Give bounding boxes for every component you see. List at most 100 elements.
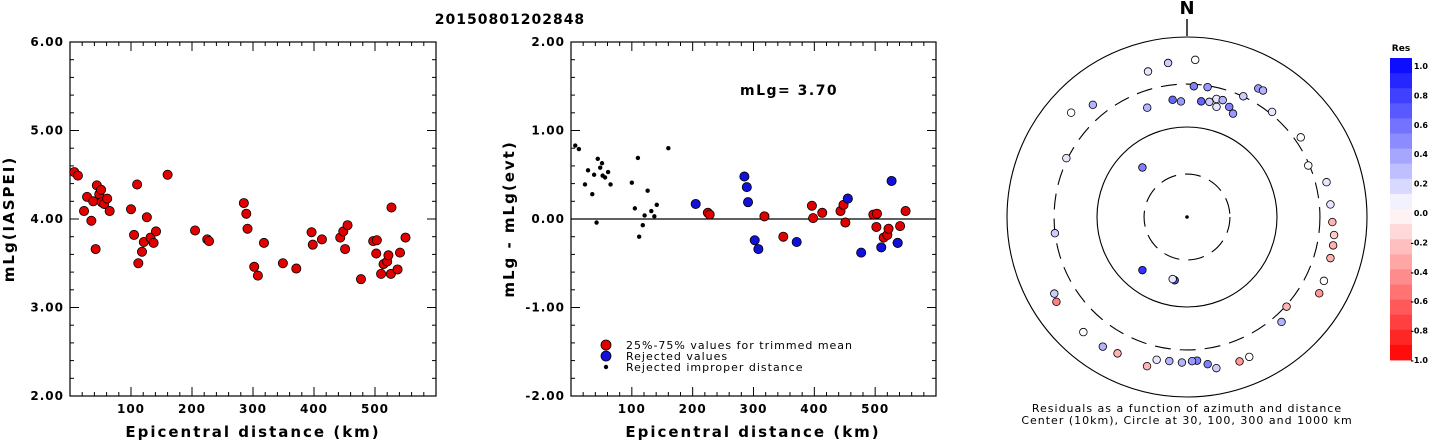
- station-point: [1165, 356, 1174, 366]
- colorbar-cell: [1390, 163, 1412, 180]
- colorbar-cell: [1390, 103, 1412, 119]
- magnitude-point: [79, 206, 90, 217]
- trimmed-mean-point: [871, 221, 882, 232]
- improper-distance-point: [605, 169, 611, 175]
- station-point: [1196, 97, 1206, 106]
- ring-1000km: [1006, 36, 1368, 398]
- station-point: [1168, 274, 1177, 284]
- station-point: [1187, 356, 1197, 366]
- magnitude-point: [204, 236, 215, 247]
- magnitude-point: [151, 226, 162, 237]
- colorbar-cell: [1390, 88, 1412, 104]
- colorbar-label: 0.2: [1414, 180, 1428, 189]
- station-point: [1203, 359, 1212, 369]
- x-tick-label: 400: [300, 402, 328, 416]
- y-tick-label: 6.00: [30, 35, 64, 49]
- magnitude-point: [141, 212, 152, 223]
- rejected-point: [876, 242, 887, 253]
- colorbar-cell: [1390, 239, 1412, 255]
- magnitude-point: [162, 169, 173, 180]
- station-point: [1079, 327, 1088, 337]
- magnitude-point: [90, 244, 101, 255]
- figure-title: 20150801202848: [435, 12, 585, 28]
- magnitude-point: [371, 235, 382, 246]
- rejected-point: [743, 197, 754, 208]
- ring-100km: [1096, 126, 1278, 308]
- magnitude-point: [136, 246, 147, 257]
- colorbar-label: -0.4: [1411, 268, 1429, 277]
- magnitude-point: [132, 179, 143, 190]
- magnitude-point: [376, 268, 387, 279]
- station-point: [1143, 103, 1152, 112]
- trimmed-mean-point: [808, 213, 819, 224]
- station-point: [1203, 82, 1212, 92]
- station-point: [1113, 349, 1122, 358]
- improper-distance-point: [608, 182, 613, 187]
- trimmed-mean-point: [817, 207, 828, 218]
- colorbar-cell: [1390, 193, 1412, 210]
- rejected-point: [886, 175, 897, 186]
- colorbar-cell: [1390, 329, 1412, 346]
- station-point: [1235, 357, 1244, 366]
- x-tick-label: 400: [800, 402, 828, 416]
- colorbar-cell: [1390, 148, 1412, 165]
- improper-distance-point: [602, 175, 608, 180]
- magnitude-point: [395, 247, 406, 258]
- magnitude-point: [371, 248, 382, 259]
- plot-frame: [69, 41, 437, 397]
- station-point: [1062, 153, 1071, 163]
- magnitude-point: [307, 239, 318, 250]
- y-axis-label: mLg - mLg(evt): [500, 140, 518, 297]
- colorbar-label: 1.0: [1414, 62, 1429, 71]
- legend: 25%-75% values for trimmed mean Rejected…: [600, 339, 852, 374]
- magnitude-point: [252, 270, 263, 281]
- magnitude-point: [86, 215, 97, 226]
- station-point: [1168, 95, 1177, 105]
- magnitude-point: [104, 206, 115, 217]
- station-point: [1066, 108, 1076, 117]
- improper-distance-point: [654, 202, 659, 208]
- magnitude-point: [96, 184, 107, 195]
- improper-distance-point: [649, 208, 654, 214]
- magnitude-point: [72, 170, 83, 181]
- rejected-point: [749, 235, 760, 246]
- station-point: [1282, 302, 1291, 311]
- distance-rings: [1006, 36, 1368, 398]
- magnitude-point: [400, 232, 411, 243]
- trimmed-mean-point: [806, 200, 817, 211]
- magnitude-point: [258, 237, 269, 248]
- station-point: [1322, 178, 1331, 187]
- magnitude-point: [316, 234, 327, 245]
- rejected-point: [892, 237, 903, 248]
- colorbar-title: Res: [1392, 44, 1410, 54]
- x-axis-label: Epicentral distance (km): [625, 423, 880, 441]
- magnitude-point: [306, 227, 317, 238]
- ring-300km: [1053, 83, 1321, 351]
- magnitude-point: [133, 258, 144, 269]
- colorbar-cell: [1390, 299, 1412, 316]
- colorbar-label: 0.8: [1414, 91, 1429, 100]
- y-tick-label: 2.00: [531, 35, 565, 49]
- rejected-point: [842, 193, 853, 204]
- residual-colorbar: Res 1.0 0.8 0.6 0.4 0.2 0.0 -0.2 -0.4 -0.6 -0.8 -1…: [1390, 44, 1428, 365]
- improper-distance-point: [591, 172, 597, 177]
- y-tick-label: 5.00: [30, 124, 64, 138]
- station-point: [1176, 97, 1186, 106]
- y-tick-labels: 2.00 3.00 4.00 5.00 6.00: [30, 35, 64, 403]
- rejected-point: [690, 198, 701, 209]
- y-tick-label: 2.00: [30, 389, 64, 403]
- colorbar-cell: [1390, 209, 1412, 225]
- trimmed-mean-point: [840, 217, 851, 228]
- azimuth-residual-panel: N Residuals as a function of azimuth and…: [1006, 0, 1368, 427]
- trimmed-mean-point: [900, 206, 911, 217]
- rejected-point: [791, 237, 802, 248]
- north-label: N: [1179, 0, 1194, 19]
- station-point: [1191, 55, 1200, 65]
- colorbar-cell: [1390, 344, 1412, 361]
- caption-line-1: Residuals as a function of azimuth and d…: [1032, 402, 1342, 415]
- station-point: [1142, 361, 1152, 371]
- legend-marker-trimmed: [600, 339, 612, 351]
- magnitude-point: [383, 250, 394, 261]
- legend-marker-improper: [603, 364, 609, 370]
- improper-distance-point: [632, 206, 638, 211]
